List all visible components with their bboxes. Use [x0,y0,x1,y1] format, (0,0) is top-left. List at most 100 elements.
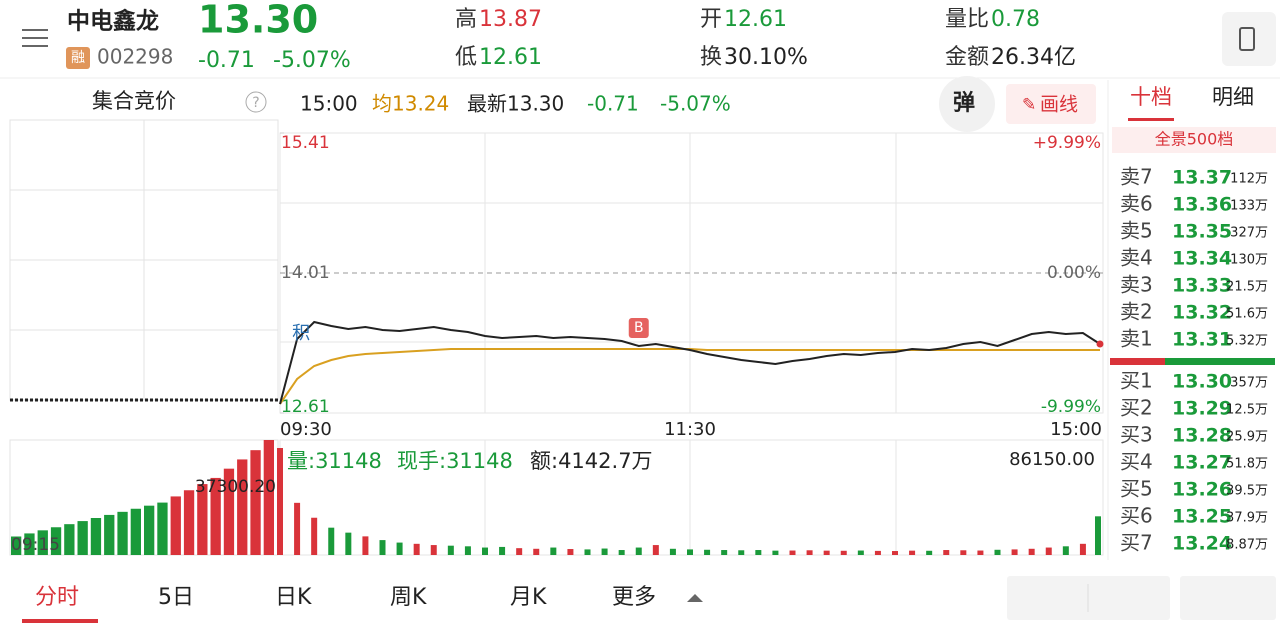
stat-label: 高 [455,7,477,32]
time: 15:00 [300,92,358,116]
menu-icon[interactable] [22,29,48,47]
book-tab[interactable]: 十档 [1130,85,1172,109]
footer-tab[interactable]: 月K [510,585,547,610]
volume-bar [294,502,301,555]
volume-bar [755,550,762,555]
badge: 融 [71,50,85,66]
footer-tab[interactable]: 分时 [35,585,79,610]
marker: B [634,320,644,336]
stat-label: 量比 [945,7,989,32]
volume-text: 现手:31148 [397,449,513,473]
stock-name: 中电鑫龙 [67,8,159,35]
price: 13.30 [198,0,318,42]
book-label: 卖1 [1120,327,1153,351]
more-arrow[interactable] [687,594,703,602]
auction-bar [263,440,274,555]
buy-ratio [1110,358,1165,365]
auction-bar [50,527,62,555]
y-tick-label: 12.61 [281,397,330,417]
footer-tab[interactable]: 周K [390,585,427,610]
volume-bar [328,527,335,555]
volume-bar [721,550,728,555]
avg: 均13.24 [372,92,449,116]
book-label: 卖4 [1120,246,1153,270]
volume-bar [430,545,437,555]
change: -0.71 [198,48,255,73]
footer-tab[interactable]: 日K [275,585,312,610]
book-price: 13.35 [1172,221,1232,243]
volume-bar [943,550,950,555]
auction-bar [157,502,168,555]
marker-bg[interactable] [628,318,649,338]
volume-bar [1045,547,1052,555]
book-price: 13.37 [1172,167,1232,189]
footer-tab[interactable]: 更多 [612,585,656,610]
stat-value: 26.34亿 [991,45,1076,70]
book-volume: 130万 [1230,253,1268,268]
book-volume: 37.9万 [1226,511,1268,526]
volume-bar [345,532,352,555]
last-point [1096,340,1104,348]
volume-bar [823,550,830,555]
book-volume: 357万 [1230,376,1268,391]
volume-bar [1062,546,1069,555]
volume-bar [704,549,711,555]
stat-value: 0.78 [991,7,1040,32]
book-label: 买4 [1120,450,1153,474]
auction-bar [223,468,235,555]
panorama: 全景500档 [1155,130,1234,149]
book-label: 卖3 [1120,273,1153,297]
phone-button[interactable] [1222,12,1276,66]
book-price: 13.26 [1172,479,1232,501]
popup: 弹 [953,91,975,116]
button-bg [1180,576,1276,620]
change-pct: -5.07% [273,48,351,73]
auction-bar [197,484,208,555]
volume-bar [892,551,898,555]
auction-bar [64,524,75,555]
auction-bar [210,477,221,555]
book-label: 买5 [1120,477,1153,501]
volume-bar [277,448,283,555]
book-price: 13.28 [1172,425,1232,447]
volume-bar [396,542,403,555]
volume-bar [772,550,779,555]
auction-bar [90,518,102,555]
y-tick-label: 14.01 [281,263,330,283]
sell-ratio [1165,358,1275,365]
auction-bar [250,450,261,555]
panorama-bg[interactable] [1112,127,1276,153]
book-price: 13.30 [1172,371,1232,393]
pct-label: +9.99% [1033,133,1101,153]
stat-label: 开 [700,7,722,32]
stock-code: 002298 [97,45,173,69]
book-volume: 21.5万 [1226,280,1268,295]
footer-tab[interactable]: 5日 [158,585,194,610]
volume-bar [994,549,1001,555]
volume-bar [1011,549,1018,555]
volume-bar [960,550,967,555]
book-label: 卖7 [1120,165,1153,189]
stat-value: 12.61 [724,7,787,32]
help: ? [252,95,259,111]
auction-max: 37300.20 [195,477,276,497]
pct-label: 0.00% [1047,263,1101,283]
book-price: 13.36 [1172,194,1232,216]
draw-button[interactable] [1006,84,1096,124]
book-price: 13.25 [1172,506,1232,528]
book-label: 买7 [1120,531,1153,555]
book-label: 卖2 [1120,300,1153,324]
volume-bar [1095,516,1101,555]
popup-button[interactable] [939,76,995,132]
book-volume: 5.32万 [1226,334,1268,349]
volume-bar [857,550,864,555]
book-tab[interactable]: 明细 [1212,85,1254,109]
book-volume: 51.8万 [1226,457,1268,472]
volume-bar [977,550,984,555]
volume-bar [516,548,523,555]
help-circle[interactable] [245,91,267,113]
volume-bar [635,547,642,555]
volume-bar [379,540,386,555]
stat-value: 30.10% [724,45,808,70]
volume-bar [550,547,557,555]
